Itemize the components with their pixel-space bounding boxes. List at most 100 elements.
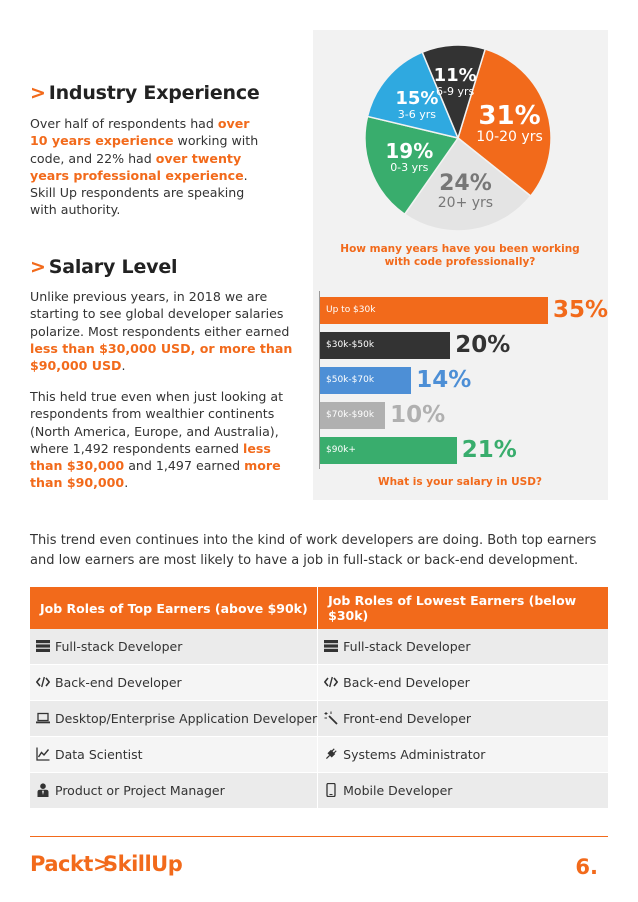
pie-percent-label: 24% (439, 171, 492, 197)
bar-chart-title: What is your salary in USD? (377, 476, 542, 488)
paragraph-text: working with code, and 22% had (30, 133, 259, 166)
paragraph-text: . (124, 475, 129, 491)
table-cell: Full-stack Developer (317, 629, 608, 665)
salary-bar-value: 20% (455, 332, 511, 358)
pie-label: 19% 0-3 yrs (369, 141, 449, 173)
pie-label: 11% 6-9 yrs (415, 64, 495, 98)
salary-bar: $50k-$70k (320, 367, 412, 394)
table-cell: Desktop/Enterprise Application Developer (30, 700, 319, 737)
skillup-logo-text: SkillUp (103, 852, 183, 876)
job-role-label: Systems Administrator (343, 747, 486, 762)
salary-bar: $70k-$90k (320, 402, 386, 429)
job-role-label: Back-end Developer (55, 675, 182, 690)
page-number: 6. (575, 855, 598, 879)
mobile-phone-icon (324, 782, 338, 798)
table-header-lowest-earners: Job Roles of Lowest Earners (below $30k) (317, 587, 608, 629)
paragraph-text: Unlike previous years, in 2018 we are st… (30, 289, 290, 339)
table-cell: Data Scientist (30, 736, 319, 773)
manager-icon (36, 783, 50, 797)
job-role-label: Mobile Developer (343, 783, 453, 798)
job-role-label: Front-end Developer (343, 711, 472, 726)
highlighted-text: over twenty years professional experienc… (30, 150, 244, 183)
table-cell: Mobile Developer (317, 772, 608, 809)
table-row: Product or Project Manager Mobile Develop… (30, 772, 608, 809)
salary-heading-text: Salary Level (48, 256, 178, 278)
pie-slice-20-yrs (403, 136, 532, 232)
salary-bar-value: 10% (390, 402, 446, 428)
experience-heading-text: Industry Experience (48, 82, 260, 104)
job-role-label: Data Scientist (55, 747, 143, 762)
pie-slice-6-9-yrs (421, 44, 487, 141)
pie-percent-label: 31% (478, 100, 541, 131)
job-role-label: Full-stack Developer (55, 639, 183, 654)
pie-label: 31% 10-20 yrs (470, 103, 550, 144)
salary-paragraph-1: Unlike previous years, in 2018 we are st… (30, 288, 300, 374)
paragraph-text: This held true even when just looking at… (30, 389, 284, 456)
table-cell: Back-end Developer (30, 664, 319, 701)
salary-bar: Up to $30k (320, 297, 548, 324)
table-row: Desktop/Enterprise Application Developer… (30, 700, 608, 737)
table-row: Full-stack Developer Full-stack Developer (30, 629, 608, 665)
line-chart-icon (36, 747, 50, 761)
salary-bar-label: Up to $30k (326, 305, 376, 315)
server-stack-icon (324, 639, 339, 653)
packt-logo: Packt> (30, 852, 111, 876)
paragraph-text: . Skill Up respondents are speaking with… (30, 167, 248, 218)
salary-heading: > Salary Level (30, 256, 178, 278)
salary-bar-label: $50k-$70k (326, 375, 375, 385)
bar-chart-axis (319, 291, 320, 469)
salary-bar: $30k-$50k (320, 332, 451, 359)
table-row: Data Scientist Systems Administrator (30, 736, 608, 773)
code-icon (323, 675, 339, 689)
pie-category-label: 0-3 yrs (390, 161, 429, 175)
highlighted-text: more than $90,000 (30, 458, 281, 491)
skillup-logo: SkillUp (103, 852, 183, 876)
pie-percent-label: 15% (395, 87, 439, 109)
highlighted-text: less than $30,000 (30, 440, 271, 474)
code-icon (35, 675, 51, 689)
table-cell: Back-end Developer (317, 664, 608, 701)
experience-pie-chart (364, 44, 552, 232)
pie-category-label: 10-20 yrs (476, 128, 543, 145)
pie-slice-0-3-yrs (364, 115, 460, 216)
pie-category-label: 20+ yrs (437, 195, 494, 212)
experience-heading: > Industry Experience (30, 82, 260, 104)
highlighted-text: over 10 years experience (30, 116, 250, 149)
salary-bar: $90k+ (320, 437, 457, 464)
salary-bar-value: 21% (461, 437, 517, 463)
table-cell: Systems Administrator (317, 736, 608, 773)
paragraph-text: . (121, 358, 126, 374)
footer-divider (30, 836, 608, 837)
salary-bar-value: 35% (553, 297, 609, 323)
packt-logo-text: Packt> (30, 852, 111, 876)
magic-wand-icon (324, 711, 338, 725)
plug-icon (324, 747, 338, 761)
salary-bar-value: 14% (416, 367, 472, 393)
trend-paragraph: This trend even continues into the kind … (30, 533, 597, 568)
pie-chart-title: How many years have you been working wit… (340, 243, 580, 268)
pie-label: 15% 3-6 yrs (377, 87, 457, 120)
table-cell: Product or Project Manager (30, 772, 319, 809)
table-cell: Full-stack Developer (30, 629, 319, 665)
pie-percent-label: 19% (385, 139, 434, 164)
salary-bar-label: $90k+ (326, 445, 356, 455)
job-role-label: Full-stack Developer (343, 639, 471, 654)
highlighted-text: less than $30,000 USD, or more than $90,… (30, 340, 293, 374)
pie-category-label: 6-9 yrs (436, 84, 475, 98)
job-role-label: Desktop/Enterprise Application Developer (55, 711, 318, 726)
pie-percent-label: 11% (433, 64, 477, 86)
table-cell: Front-end Developer (317, 700, 608, 737)
pie-slice-3-6-yrs (366, 51, 460, 140)
experience-paragraph: Over half of respondents had over 10 yea… (30, 115, 262, 219)
salary-paragraph-2: This held true even when just looking at… (30, 388, 300, 492)
paragraph-text: Over half of respondents had (30, 116, 218, 131)
pie-label: 24% 20+ yrs (425, 171, 505, 212)
table-row: Back-end Developer Back-end Developer (30, 664, 608, 701)
heading-marker: > (30, 256, 46, 278)
paragraph-text: and 1,497 earned (124, 458, 245, 474)
salary-bar-label: $70k-$90k (326, 410, 375, 420)
table-header-top-earners: Job Roles of Top Earners (above $90k) (30, 587, 319, 629)
heading-marker: > (30, 82, 46, 104)
job-role-label: Product or Project Manager (55, 783, 225, 798)
laptop-icon (36, 711, 50, 725)
